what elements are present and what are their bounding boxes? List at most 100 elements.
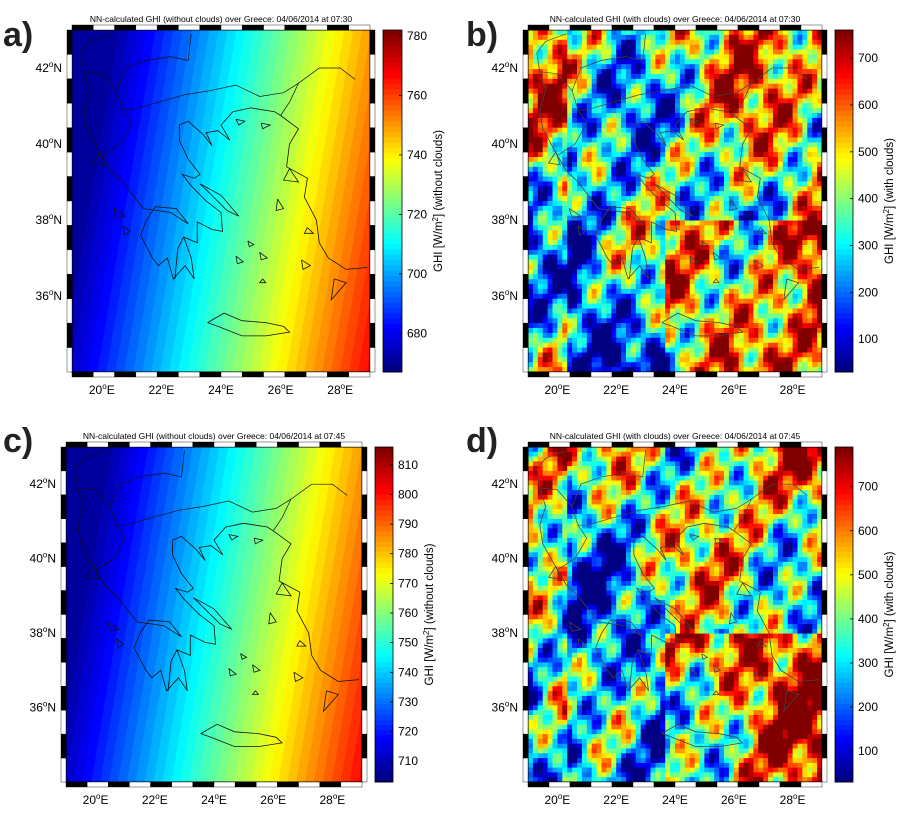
frame-tick	[522, 494, 529, 519]
ghi-field	[72, 30, 370, 372]
frame-tick	[522, 542, 529, 567]
frame-tick	[71, 24, 94, 31]
frame-tick	[256, 441, 278, 448]
lon-tick-label: 24oE	[662, 382, 688, 397]
frame-tick	[199, 371, 222, 378]
frame-tick	[135, 24, 158, 31]
lat-tick-label: 36oN	[36, 288, 62, 303]
frame-tick	[779, 24, 802, 31]
coastline	[174, 236, 185, 279]
coastline	[756, 640, 768, 647]
frame-tick	[66, 274, 73, 299]
frame-tick	[522, 757, 529, 783]
country-border	[536, 33, 567, 72]
frame-tick	[108, 441, 130, 448]
country-border	[539, 71, 753, 116]
frame-tick	[66, 127, 73, 153]
coastline	[296, 640, 307, 647]
coastline	[577, 225, 586, 236]
frame-tick	[66, 200, 73, 226]
lon-tick-label: 26oE	[721, 792, 747, 807]
frame-tick	[156, 24, 179, 31]
coastline	[728, 198, 738, 212]
lon-tick-label: 26oE	[721, 382, 747, 397]
frame-tick	[522, 225, 529, 251]
frame-tick	[821, 322, 828, 348]
frame-tick	[611, 371, 634, 378]
frame-tick	[674, 371, 697, 378]
frame-tick	[632, 781, 655, 788]
coastline	[167, 649, 178, 691]
country-border	[116, 33, 192, 91]
frame-tick	[821, 710, 828, 735]
coastline	[199, 183, 240, 217]
lat-tick-label: 42oN	[30, 476, 56, 491]
frame-tick	[522, 614, 529, 639]
frame-tick	[369, 274, 376, 299]
coastline	[661, 723, 744, 747]
frame-tick	[192, 441, 215, 448]
frame-tick	[522, 29, 529, 55]
frame-tick	[821, 686, 828, 711]
panel-letter: b)	[466, 16, 498, 54]
frame-tick	[284, 24, 307, 31]
coastline	[247, 240, 255, 248]
lon-tick-label: 24oE	[662, 792, 688, 807]
frame-tick	[522, 54, 529, 80]
frame-tick	[674, 24, 697, 31]
coastline	[689, 668, 698, 677]
frame-tick	[821, 249, 828, 275]
frame-tick	[800, 781, 823, 788]
frame-tick	[695, 781, 718, 788]
coastline	[193, 597, 233, 630]
frame-tick	[93, 371, 115, 378]
frame-tick	[522, 274, 529, 299]
colorbar: 100 200 300 400 500 600 700 GHI [W/m2] (with cl…	[834, 446, 896, 783]
frame-tick	[821, 518, 828, 543]
frame-tick	[361, 757, 368, 783]
coastline	[629, 236, 639, 279]
frame-tick	[66, 103, 73, 128]
coastline	[568, 621, 582, 632]
frame-tick	[361, 518, 368, 543]
frame-tick	[653, 24, 676, 31]
coastline	[235, 118, 246, 126]
colorbar-label: GHI [W/m2] (without clouds)	[422, 543, 436, 685]
frame-tick	[60, 542, 67, 567]
coastline	[689, 255, 698, 265]
frame-tick	[569, 371, 592, 378]
frame-tick	[522, 470, 529, 496]
frame-tick	[821, 662, 828, 687]
frame-tick	[548, 371, 571, 378]
frame-tick	[263, 24, 286, 31]
frame-tick	[65, 781, 88, 788]
frame-tick	[60, 733, 67, 759]
frame-tick	[71, 371, 94, 378]
frame-tick	[522, 200, 529, 226]
colorbar-tick-label: 800	[398, 487, 418, 501]
lon-tick-label: 20oE	[544, 382, 570, 397]
frame-tick	[522, 176, 529, 202]
frame-tick	[369, 249, 376, 275]
country-border	[290, 483, 348, 500]
panel-letter: c)	[3, 422, 33, 460]
frame-tick	[108, 781, 130, 788]
country-border	[101, 109, 133, 156]
frame-tick	[327, 24, 349, 31]
colorbar: 100 200 300 400 500 600 700 GHI [W/m2] (with cl…	[834, 29, 896, 373]
colorbar-tick-label: 300	[858, 239, 878, 253]
coastline	[539, 71, 820, 280]
frame-tick	[522, 78, 529, 104]
frame-tick	[114, 371, 137, 378]
colorbar-tick-label: 730	[398, 695, 418, 709]
lon-tick-label: 28oE	[780, 382, 806, 397]
frame-tick	[220, 24, 243, 31]
coastline	[77, 487, 360, 692]
frame-tick	[86, 781, 109, 788]
frame-tick	[522, 298, 529, 324]
frame-tick	[522, 638, 529, 663]
frame-tick	[800, 371, 823, 378]
country-border	[80, 33, 111, 72]
coastline	[200, 723, 283, 747]
frame-tick	[611, 781, 634, 788]
